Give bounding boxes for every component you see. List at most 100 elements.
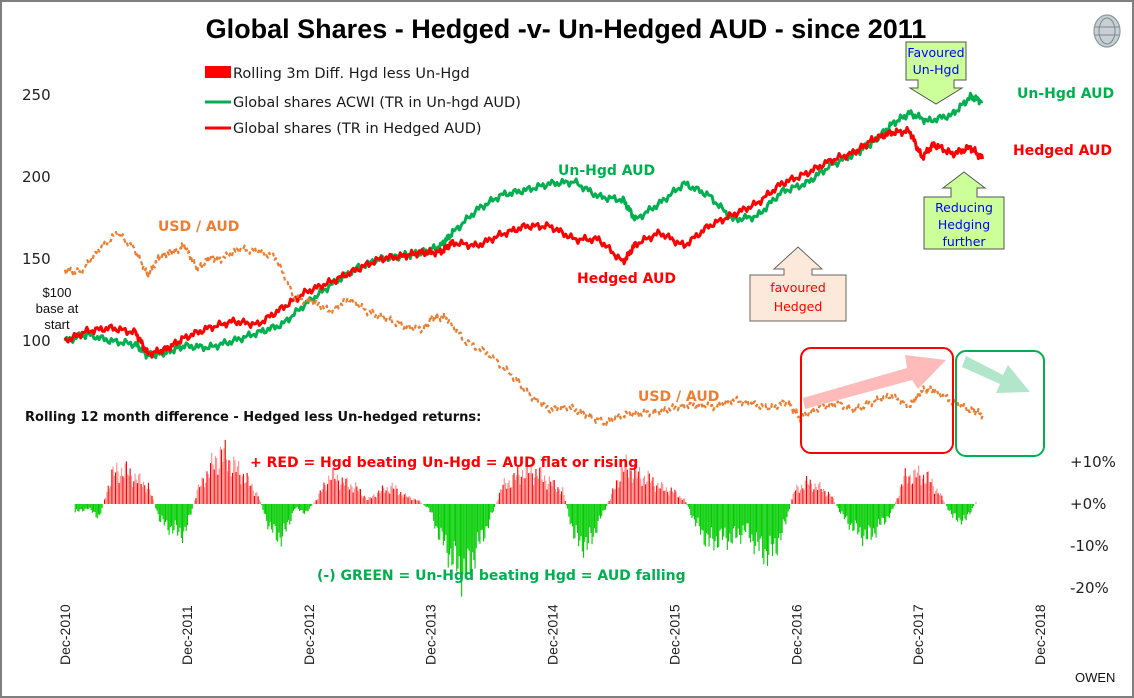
bar-positive <box>522 469 524 504</box>
bar-negative <box>689 504 691 509</box>
bar-negative <box>717 504 719 548</box>
x-tick-label: Dec-2012 <box>301 604 317 665</box>
bar-positive <box>380 491 382 504</box>
bar-positive <box>645 484 647 504</box>
bar-negative <box>450 504 452 549</box>
bar-negative <box>687 504 689 507</box>
bar-negative <box>175 504 177 526</box>
bar-positive <box>383 487 385 504</box>
bar-negative <box>447 504 449 568</box>
bar-positive <box>541 479 543 504</box>
bar-positive <box>536 476 538 504</box>
y-tick-label: 200 <box>22 168 51 186</box>
bar-negative <box>310 504 312 507</box>
svg-text:start: start <box>44 317 70 332</box>
bar-negative <box>86 504 88 510</box>
bar-positive <box>657 482 659 504</box>
bar-positive <box>905 476 907 504</box>
bar-negative <box>186 504 188 526</box>
bar-negative <box>947 504 949 510</box>
bar-positive <box>375 497 377 504</box>
svg-text:base at: base at <box>36 301 79 316</box>
bar-positive <box>118 483 120 504</box>
series-line-usd-aud <box>63 230 984 427</box>
bar-negative <box>580 504 582 537</box>
bar-negative <box>785 504 787 525</box>
bar-negative <box>427 504 429 507</box>
bar-positive <box>210 463 212 504</box>
bar-positive <box>229 460 231 504</box>
bar-positive <box>931 478 933 504</box>
bar-positive <box>253 495 255 504</box>
bar-positive <box>897 498 899 504</box>
y-right-tick-label: -20% <box>1070 579 1109 597</box>
x-tick-label: Dec-2014 <box>545 604 561 665</box>
bar-positive <box>793 492 795 504</box>
bar-negative <box>578 504 580 547</box>
bar-negative <box>171 504 173 526</box>
bar-negative <box>601 504 603 517</box>
bar-positive <box>681 499 683 504</box>
bar-positive <box>381 485 383 504</box>
bar-negative <box>423 504 425 505</box>
bar-negative <box>306 504 308 511</box>
bar-positive <box>617 479 619 504</box>
logo-icon <box>1093 14 1121 48</box>
y-right-tick-label: +10% <box>1070 453 1116 471</box>
bar-negative <box>284 504 286 530</box>
bar-negative <box>190 504 192 515</box>
bar-negative <box>758 504 760 551</box>
bar-positive <box>663 491 665 504</box>
bar-negative <box>83 504 85 512</box>
bar-negative <box>864 504 866 530</box>
bar-positive <box>342 482 344 504</box>
bar-positive <box>641 485 643 504</box>
bar-negative <box>723 504 725 537</box>
bar-negative <box>492 504 494 512</box>
bar-positive <box>556 491 558 504</box>
bar-positive <box>517 467 519 504</box>
bar-positive <box>335 480 337 504</box>
bar-positive <box>378 490 380 504</box>
bar-negative <box>780 504 782 541</box>
bar-positive <box>327 484 329 504</box>
bar-positive <box>203 487 205 504</box>
chart-title: Global Shares - Hedged -v- Un-Hedged AUD… <box>206 14 927 44</box>
bar-negative <box>728 504 730 542</box>
bar-negative <box>472 504 474 553</box>
bar-positive <box>813 489 815 504</box>
bar-positive <box>339 489 341 504</box>
bar-negative <box>264 504 266 515</box>
bar-positive <box>898 495 900 504</box>
highlight-box-red <box>800 347 954 454</box>
bar-negative <box>868 504 870 526</box>
bar-negative <box>764 504 766 550</box>
bar-negative <box>706 504 708 534</box>
bar-negative <box>294 504 296 509</box>
bar-negative <box>97 504 99 515</box>
bar-negative <box>74 504 76 513</box>
bar-positive <box>664 490 666 504</box>
bar-positive <box>558 489 560 504</box>
bar-negative <box>446 504 448 553</box>
bar-negative <box>572 504 574 527</box>
bar-positive <box>682 498 684 504</box>
bar-negative <box>955 504 957 521</box>
bar-negative <box>886 504 888 517</box>
bar-positive <box>620 466 622 504</box>
bar-positive <box>379 493 381 504</box>
bar-negative <box>856 504 858 524</box>
bar-negative <box>99 504 101 515</box>
bar-positive <box>340 484 342 504</box>
bar-negative <box>469 504 471 576</box>
bar-positive <box>344 485 346 504</box>
bar-negative <box>583 504 585 558</box>
bar-negative <box>296 504 298 507</box>
bar-positive <box>910 484 912 504</box>
bar-positive <box>133 481 135 504</box>
bar-negative <box>467 504 469 549</box>
bar-negative <box>177 504 179 536</box>
bar-negative <box>280 504 282 547</box>
bar-positive <box>334 478 336 504</box>
bar-negative <box>786 504 788 518</box>
